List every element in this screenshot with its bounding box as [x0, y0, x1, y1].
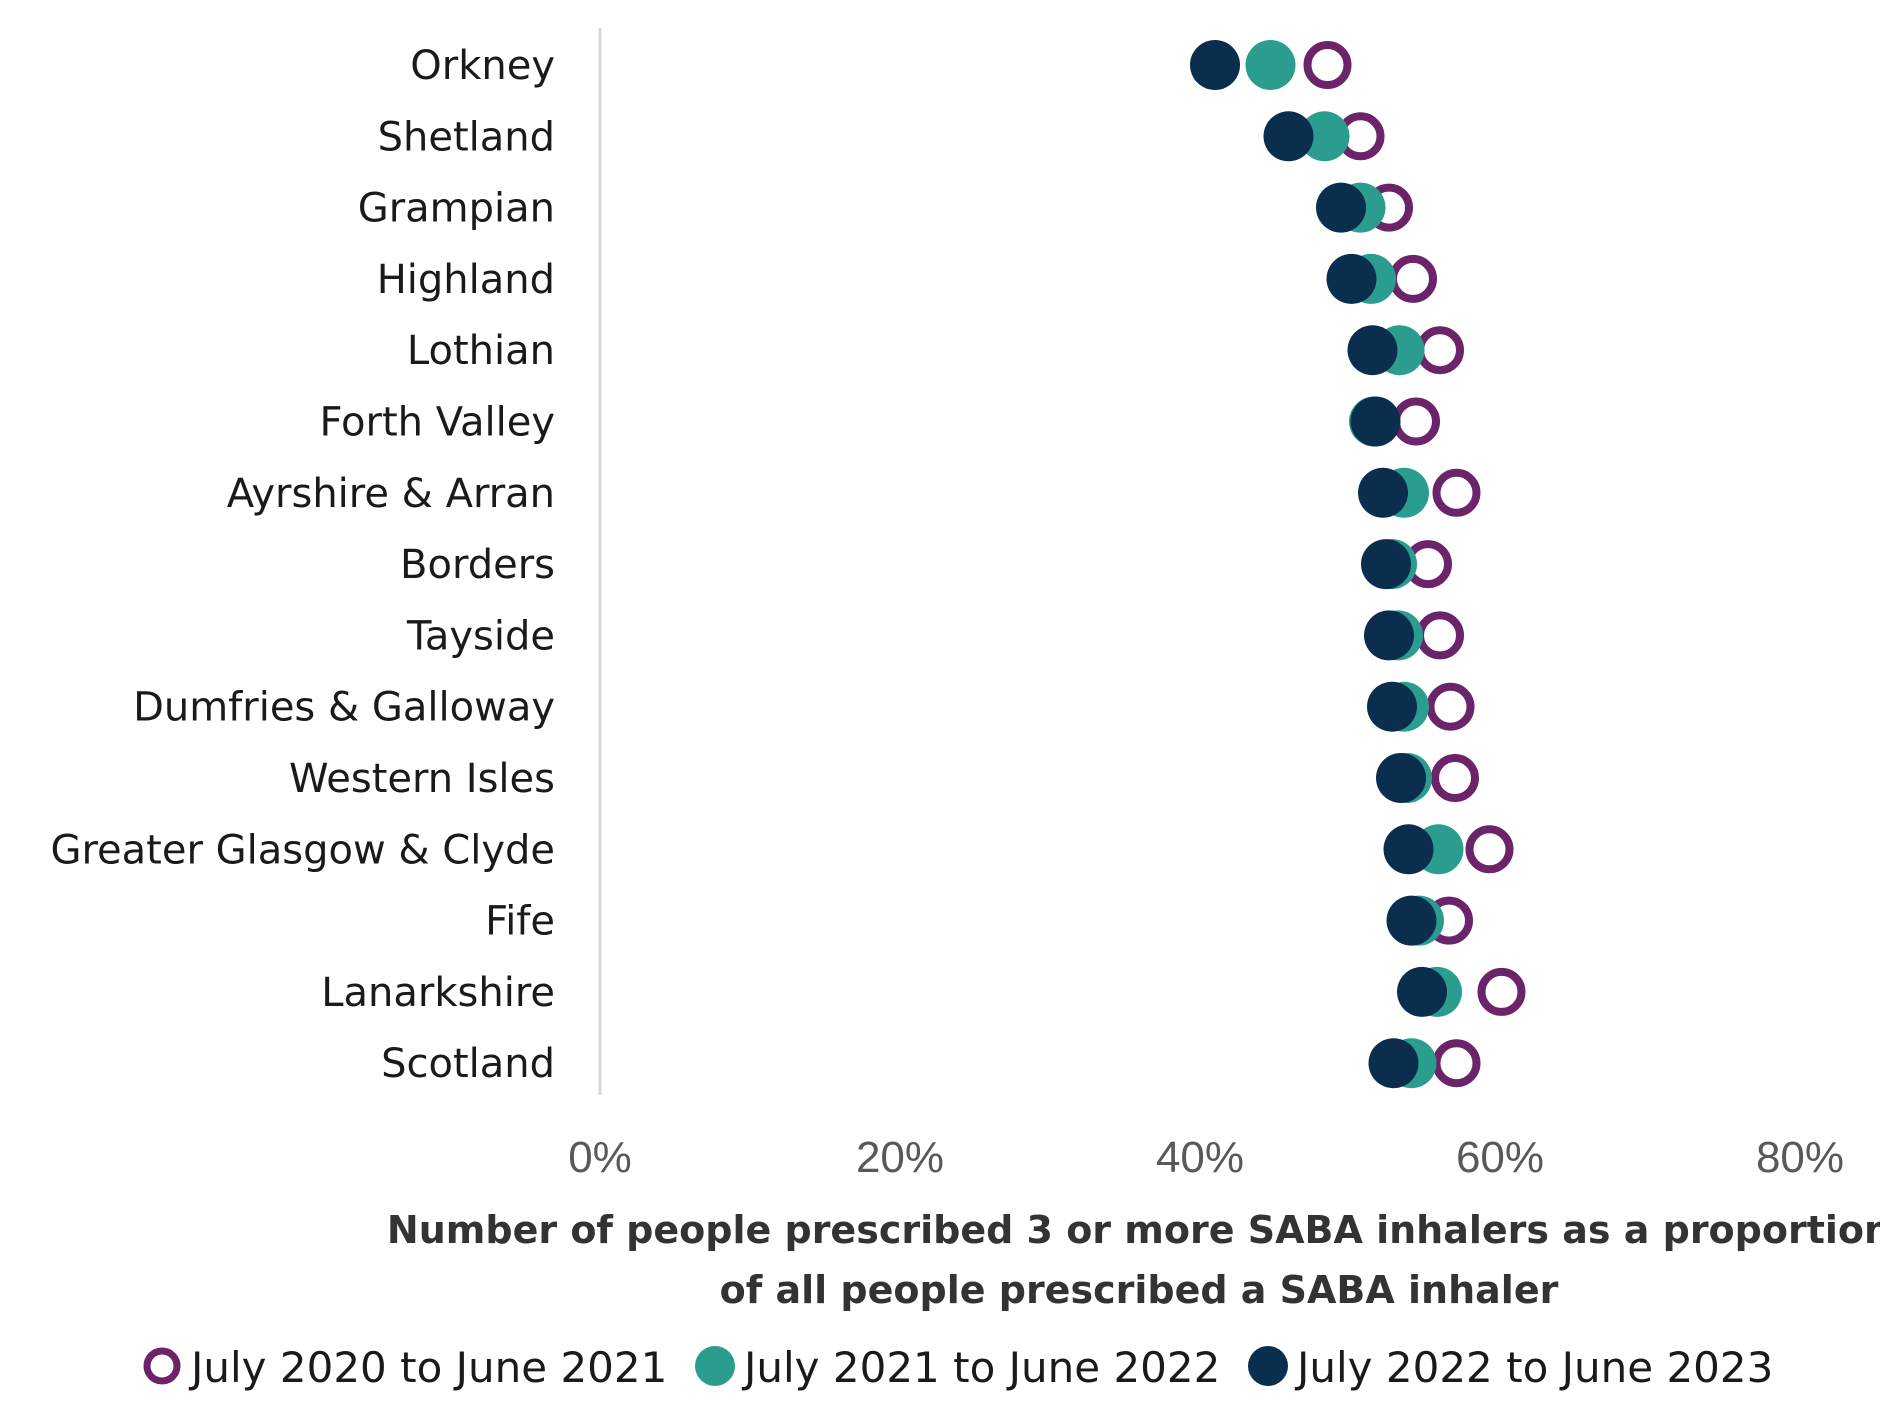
- category-label-orkney: Orkney: [410, 43, 555, 89]
- marker-series-3-greater-glasgow-clyde: [1383, 824, 1434, 875]
- marker-series-3-grampian: [1316, 182, 1366, 233]
- category-label-shetland: Shetland: [378, 114, 555, 160]
- marker-series-3-tayside: [1364, 610, 1414, 661]
- marker-series-3-fife: [1386, 895, 1437, 946]
- marker-series-3-orkney: [1190, 40, 1240, 90]
- marker-series-1-highland: [1389, 254, 1437, 303]
- category-label-fife: Fife: [485, 899, 555, 945]
- legend-label-series-1: July 2020 to June 2021: [188, 1343, 667, 1392]
- legend-label-series-2: July 2021 to June 2022: [741, 1343, 1220, 1392]
- marker-series-3-forth-valley: [1350, 396, 1401, 447]
- marker-series-3-borders: [1361, 539, 1411, 590]
- marker-series-1-lothian: [1416, 326, 1464, 375]
- category-label-forth-valley: Forth Valley: [319, 400, 555, 446]
- legend-marker-series-1: [143, 1347, 181, 1385]
- x-axis-tick-labels: 0% 20% 40% 60% 80%: [568, 1133, 1844, 1182]
- marker-series-3-lanarkshire: [1397, 966, 1447, 1017]
- marker-series-3-scotland: [1368, 1038, 1419, 1089]
- legend-marker-series-2: [695, 1346, 735, 1386]
- marker-series-1-western-isles: [1431, 754, 1479, 802]
- x-tick-label: 0%: [568, 1133, 632, 1182]
- category-label-lanarkshire: Lanarkshire: [321, 970, 555, 1016]
- category-label-ayrshire-arran: Ayrshire & Arran: [227, 471, 555, 517]
- legend: July 2020 to June 2021 July 2021 to June …: [143, 1343, 1773, 1392]
- marker-series-3-western-isles: [1376, 753, 1426, 803]
- category-label-grampian: Grampian: [358, 186, 555, 232]
- marker-series-2-shetland: [1299, 111, 1350, 162]
- x-axis-title-line-1: Number of people prescribed 3 or more SA…: [387, 1208, 1880, 1252]
- marker-series-1-lanarkshire: [1477, 967, 1526, 1016]
- category-label-lothian: Lothian: [407, 328, 555, 374]
- category-label-highland: Highland: [377, 257, 555, 303]
- x-tick-label: 80%: [1756, 1133, 1844, 1182]
- category-label-scotland: Scotland: [381, 1041, 555, 1087]
- marker-series-1-tayside: [1416, 611, 1464, 660]
- marker-series-3-shetland: [1263, 111, 1314, 162]
- marker-series-3-lothian: [1347, 325, 1398, 376]
- x-tick-label: 40%: [1156, 1133, 1244, 1182]
- category-label-borders: Borders: [400, 542, 555, 588]
- marker-series-1-orkney: [1303, 41, 1352, 89]
- x-tick-label: 60%: [1456, 1133, 1544, 1182]
- category-label-western-isles: Western Isles: [289, 756, 555, 802]
- marker-series-1-forth-valley: [1392, 397, 1440, 446]
- data-markers: [1190, 40, 1526, 1089]
- marker-series-3-ayrshire-arran: [1358, 467, 1408, 518]
- category-label-tayside: Tayside: [406, 613, 555, 659]
- marker-series-1-greater-glasgow-clyde: [1465, 825, 1514, 874]
- category-label-greater-glasgow-clyde: Greater Glasgow & Clyde: [50, 827, 555, 873]
- category-labels: Orkney Shetland Grampian Highland Lothian For…: [50, 43, 555, 1087]
- legend-label-series-3: July 2022 to June 2023: [1294, 1343, 1773, 1392]
- category-label-dumfries-galloway: Dumfries & Galloway: [133, 685, 555, 731]
- legend-marker-series-3: [1248, 1346, 1288, 1386]
- marker-series-2-orkney: [1245, 40, 1296, 90]
- marker-series-3-dumfries-galloway: [1367, 681, 1417, 732]
- marker-series-1-scotland: [1432, 1039, 1481, 1088]
- x-tick-label: 20%: [856, 1133, 944, 1182]
- x-axis-title-line-2: of all people prescribed a SABA inhaler: [720, 1268, 1559, 1312]
- marker-series-1-dumfries-galloway: [1426, 682, 1475, 731]
- marker-series-3-highland: [1326, 253, 1377, 304]
- marker-series-1-ayrshire-arran: [1432, 468, 1481, 517]
